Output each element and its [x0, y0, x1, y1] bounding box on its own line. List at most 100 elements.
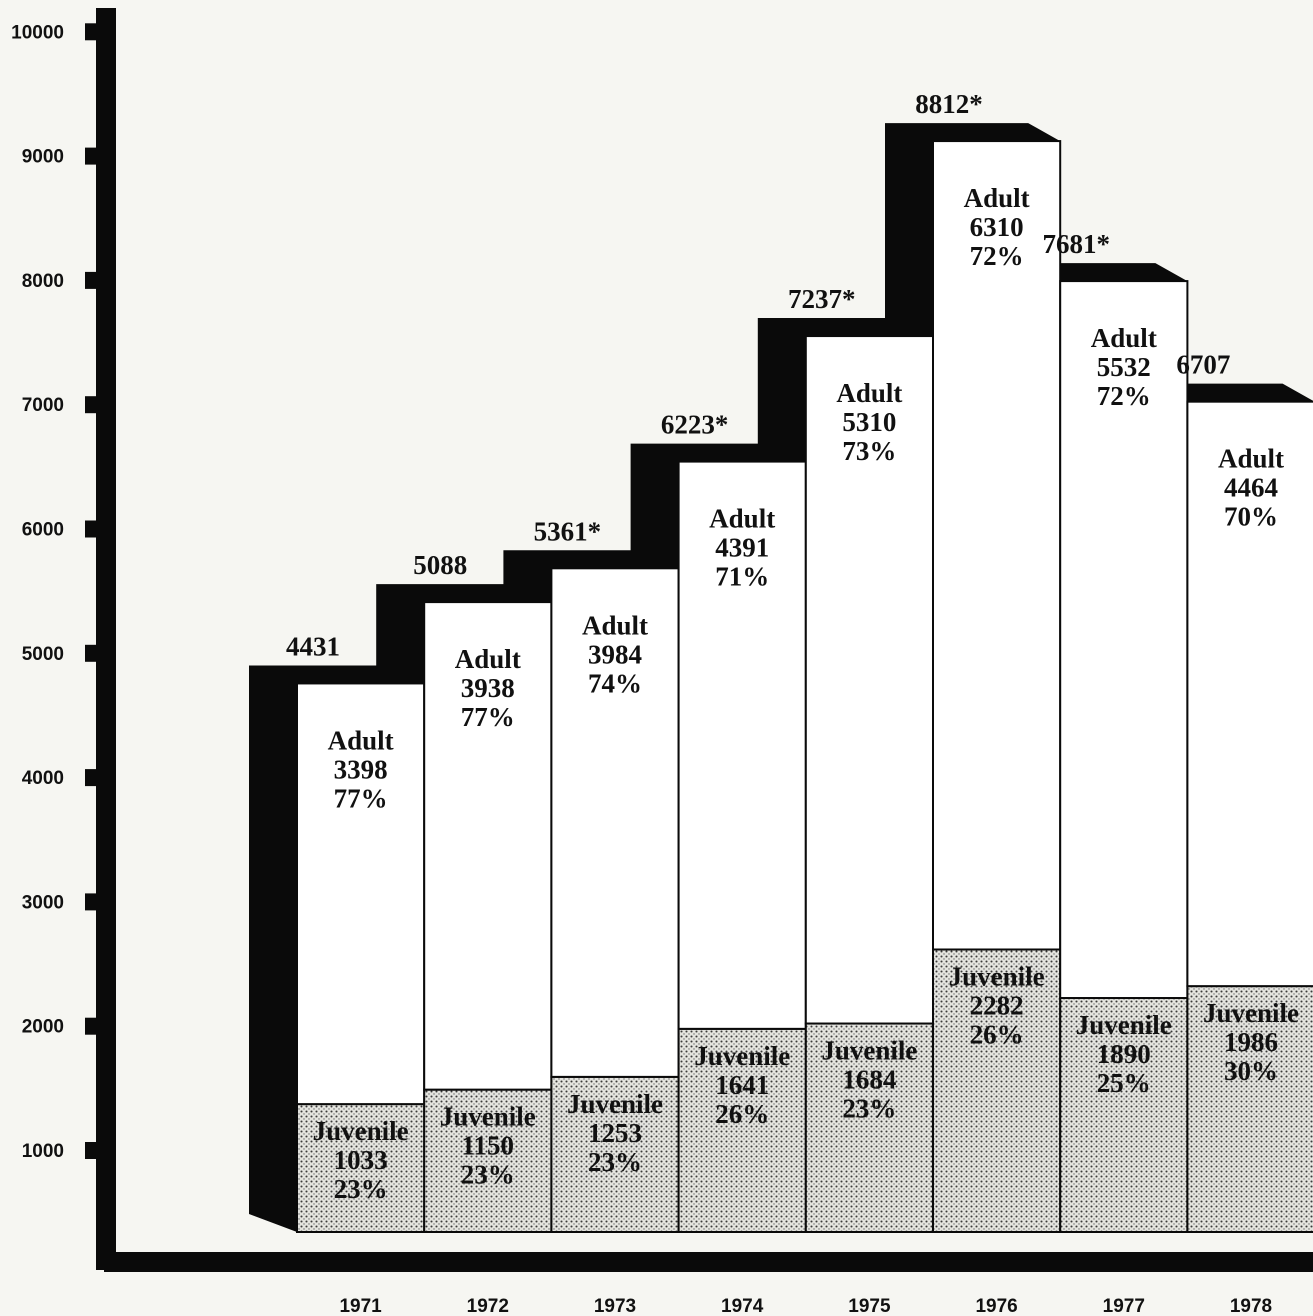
- y-tick-mark: [85, 520, 97, 538]
- bar-juvenile-1976: [932, 948, 1062, 1233]
- y-tick-label: 3000: [22, 892, 64, 913]
- y-axis-ticks: 1000 2000 3000 4000 5000 6000 7000 8000 9000 1000…: [11, 22, 97, 1162]
- bar-adult-1976: [932, 140, 1062, 951]
- juvenile-percent-label: 30%: [1224, 1056, 1278, 1086]
- x-tick-label-1974: 1974: [721, 1296, 764, 1316]
- total-label-1972: 5088: [413, 550, 467, 580]
- juvenile-value-label: 1986: [1224, 1027, 1278, 1057]
- juvenile-name-label: Juvenile: [567, 1089, 663, 1119]
- axes: [96, 8, 1313, 1272]
- adult-percent-label: 72%: [970, 241, 1024, 271]
- y-axis-line: [96, 8, 116, 1270]
- adult-value-label: 5310: [842, 407, 896, 437]
- y-tick-mark: [85, 644, 97, 662]
- y-tick-mark: [85, 769, 97, 787]
- adult-value-label: 6310: [970, 212, 1024, 242]
- adult-value-label: 3984: [588, 639, 642, 669]
- y-tick-mark: [85, 271, 97, 289]
- adult-percent-label: 73%: [842, 436, 896, 466]
- y-tick-mark: [85, 23, 97, 41]
- y-tick-mark: [85, 147, 97, 165]
- bar-adult-1975: [804, 335, 934, 1025]
- adult-name-label: Adult: [455, 644, 521, 674]
- adult-percent-label: 77%: [334, 783, 388, 813]
- bar-adult-1971: [296, 682, 426, 1106]
- adult-percent-label: 71%: [715, 562, 769, 592]
- y-tick-label: 9000: [22, 147, 64, 168]
- x-tick-label-1978: 1978: [1230, 1296, 1272, 1316]
- bar-juvenile-1974: [677, 1027, 807, 1234]
- juvenile-name-label: Juvenile: [694, 1041, 790, 1071]
- y-tick-label: 8000: [22, 271, 64, 292]
- bar-juvenile-1973: [550, 1075, 680, 1233]
- juvenile-name-label: Juvenile: [949, 961, 1045, 991]
- bar-juvenile-1978: [1186, 985, 1313, 1233]
- adult-percent-label: 70%: [1224, 502, 1278, 532]
- bar-shadow-1971: [249, 665, 425, 1232]
- adult-value-label: 4464: [1224, 473, 1278, 503]
- total-label-1973: 5361*: [534, 516, 602, 546]
- y-tick-mark: [85, 893, 97, 911]
- total-label-1975: 7237*: [788, 284, 856, 314]
- x-axis-ticks: 1971 1972 1973 1974 1975 1976 1977 1978: [339, 1296, 1272, 1316]
- total-label-1971: 4431: [286, 631, 340, 661]
- juvenile-percent-label: 26%: [715, 1099, 769, 1129]
- juvenile-name-label: Juvenile: [440, 1102, 536, 1132]
- adult-percent-label: 77%: [461, 702, 515, 732]
- juvenile-value-label: 1641: [715, 1070, 769, 1100]
- juvenile-percent-label: 25%: [1097, 1068, 1151, 1098]
- x-tick-label-1971: 1971: [339, 1296, 382, 1316]
- juvenile-percent-label: 23%: [588, 1147, 642, 1177]
- adult-value-label: 4391: [715, 533, 769, 563]
- juvenile-value-label: 1684: [842, 1065, 896, 1095]
- y-tick-label: 6000: [22, 520, 64, 541]
- adult-value-label: 3398: [334, 754, 388, 784]
- bar-adult-1977: [1059, 280, 1189, 1000]
- juvenile-percent-label: 23%: [461, 1160, 515, 1190]
- y-tick-mark: [85, 396, 97, 414]
- y-tick-mark: [85, 1017, 97, 1035]
- adult-percent-label: 72%: [1097, 381, 1151, 411]
- adult-name-label: Adult: [328, 725, 394, 755]
- adult-value-label: 5532: [1097, 352, 1151, 382]
- total-label-1977: 7681*: [1042, 229, 1110, 259]
- juvenile-name-label: Juvenile: [1076, 1010, 1172, 1040]
- y-tick-label: 1000: [22, 1141, 64, 1162]
- x-tick-label-1972: 1972: [467, 1296, 509, 1316]
- x-tick-label-1973: 1973: [594, 1296, 636, 1316]
- adult-name-label: Adult: [1091, 323, 1157, 353]
- juvenile-value-label: 1890: [1097, 1039, 1151, 1069]
- bar-adult-1974: [677, 460, 807, 1030]
- y-tick-label: 2000: [22, 1017, 64, 1038]
- adult-name-label: Adult: [836, 378, 902, 408]
- y-tick-mark: [85, 1142, 97, 1159]
- x-axis-line: [104, 1252, 1313, 1272]
- y-tick-label: 10000: [11, 22, 64, 43]
- juvenile-name-label: Juvenile: [313, 1116, 409, 1146]
- x-tick-label-1975: 1975: [848, 1296, 891, 1316]
- adult-name-label: Adult: [582, 610, 648, 640]
- adult-name-label: Adult: [1218, 444, 1284, 474]
- y-tick-label: 5000: [22, 644, 64, 665]
- bar-adult-1972: [423, 601, 553, 1091]
- juvenile-percent-label: 23%: [334, 1174, 388, 1204]
- juvenile-percent-label: 23%: [842, 1094, 896, 1124]
- juvenile-value-label: 1033: [334, 1145, 388, 1175]
- bar-adult-1978: [1186, 400, 1313, 988]
- juvenile-value-label: 1253: [588, 1118, 642, 1148]
- juvenile-value-label: 1150: [462, 1131, 515, 1161]
- juvenile-name-label: Juvenile: [821, 1036, 917, 1066]
- bars: [249, 123, 1313, 1234]
- total-label-1978: 6707: [1176, 350, 1230, 380]
- bar-juvenile-1972: [423, 1088, 553, 1233]
- adult-name-label: Adult: [709, 504, 775, 534]
- adult-name-label: Adult: [964, 183, 1030, 213]
- adult-percent-label: 74%: [588, 668, 642, 698]
- y-tick-label: 7000: [22, 395, 64, 416]
- x-tick-label-1977: 1977: [1103, 1296, 1145, 1316]
- juvenile-name-label: Juvenile: [1203, 998, 1299, 1028]
- juvenile-percent-label: 26%: [970, 1019, 1024, 1049]
- juvenile-value-label: 2282: [970, 990, 1024, 1020]
